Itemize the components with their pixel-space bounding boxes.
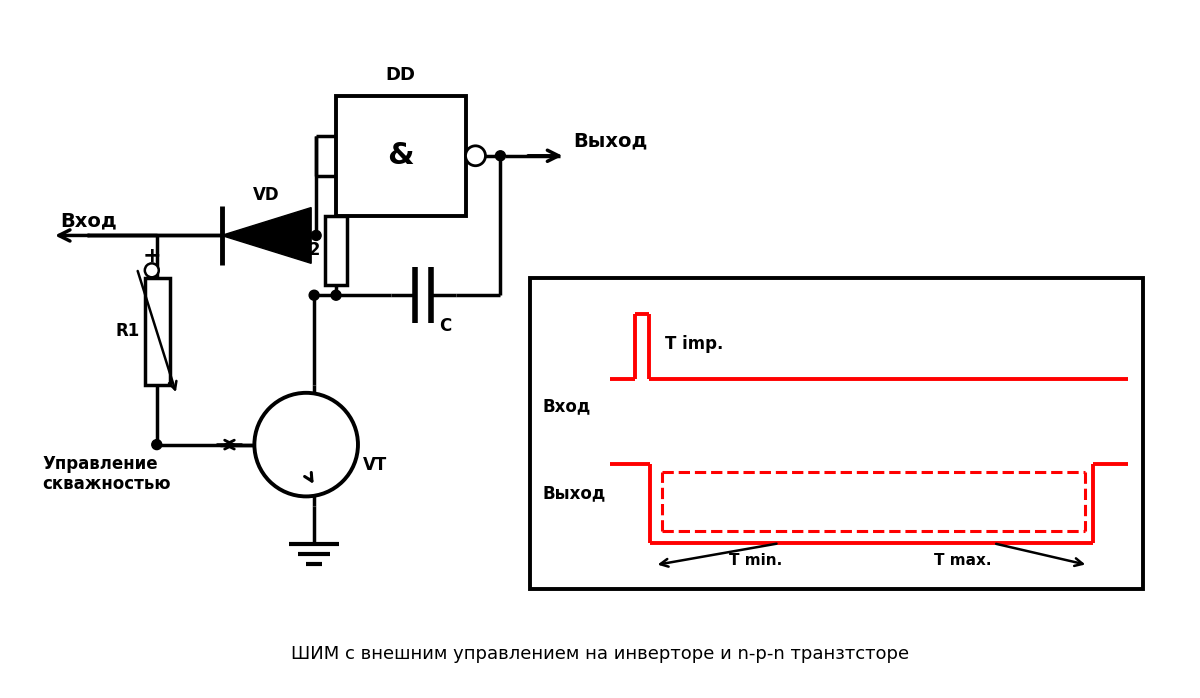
Text: +: + — [143, 246, 161, 267]
Text: R2: R2 — [296, 242, 322, 260]
Circle shape — [151, 440, 162, 450]
Text: VD: VD — [253, 186, 280, 204]
Text: C: C — [439, 317, 451, 335]
Bar — [145, 279, 169, 385]
Text: T max.: T max. — [934, 553, 991, 568]
Polygon shape — [222, 207, 311, 263]
Text: T min.: T min. — [730, 553, 782, 568]
Text: DD: DD — [385, 66, 415, 84]
Circle shape — [466, 146, 486, 165]
Text: VT: VT — [362, 456, 388, 473]
Text: Выход: Выход — [542, 484, 606, 503]
Circle shape — [311, 230, 322, 240]
Bar — [530, 279, 1142, 589]
Text: Выход: Выход — [574, 132, 648, 151]
Text: T imp.: T imp. — [665, 335, 724, 353]
Text: R1: R1 — [115, 322, 140, 340]
Circle shape — [496, 151, 505, 161]
Circle shape — [331, 290, 341, 300]
Text: Управление
скважностью: Управление скважностью — [42, 454, 170, 493]
Circle shape — [254, 393, 358, 496]
Circle shape — [145, 263, 158, 277]
Text: ШИМ с внешним управлением на инверторе и n-p-n транзтсторе: ШИМ с внешним управлением на инверторе и… — [290, 645, 910, 663]
Bar — [325, 216, 347, 285]
Circle shape — [310, 290, 319, 300]
Text: Вход: Вход — [542, 396, 590, 415]
Text: Вход: Вход — [60, 211, 116, 230]
Text: &: & — [388, 141, 414, 170]
Bar — [336, 96, 466, 216]
